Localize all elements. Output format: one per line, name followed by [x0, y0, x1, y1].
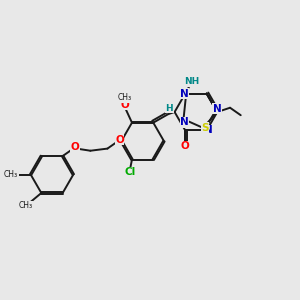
Text: CH₃: CH₃ — [4, 170, 18, 179]
Text: O: O — [181, 142, 190, 152]
Text: Cl: Cl — [124, 167, 136, 177]
Text: N: N — [180, 88, 189, 98]
Text: O: O — [120, 100, 129, 110]
Text: H: H — [166, 104, 173, 113]
Text: O: O — [70, 142, 79, 152]
Text: CH₃: CH₃ — [117, 93, 132, 102]
Text: S: S — [201, 123, 209, 133]
Text: N: N — [213, 104, 222, 114]
Text: O: O — [115, 135, 124, 145]
Text: NH: NH — [184, 77, 199, 86]
Text: CH₃: CH₃ — [18, 201, 32, 210]
Text: N: N — [204, 125, 213, 136]
Text: N: N — [180, 117, 189, 128]
